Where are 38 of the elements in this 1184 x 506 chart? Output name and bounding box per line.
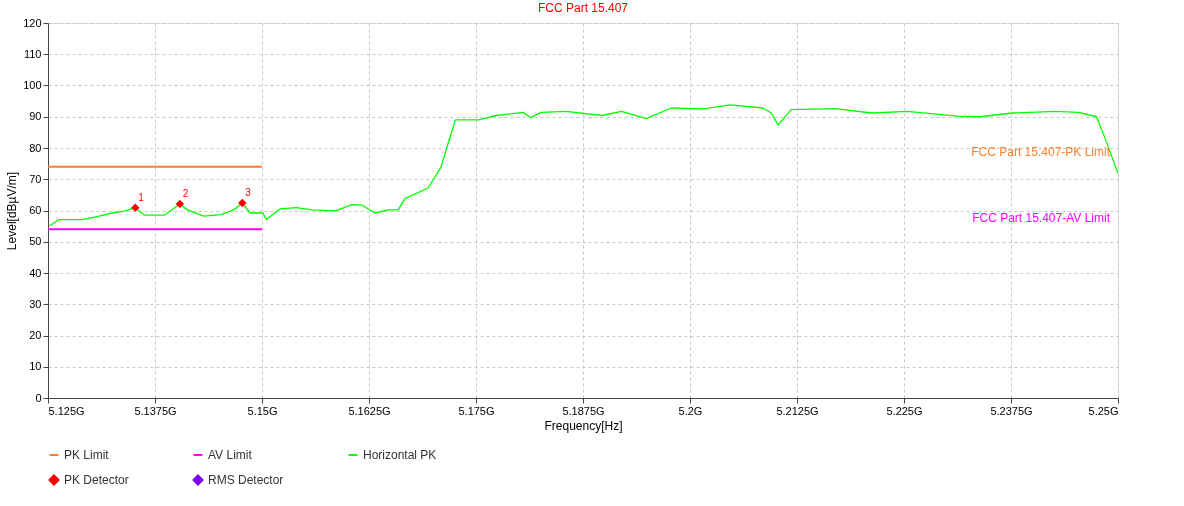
y-tick-label: 50: [29, 235, 42, 248]
y-tick-label: 70: [29, 172, 42, 185]
x-tick-label: 5.125G: [48, 404, 85, 417]
chart-title: FCC Part 15.407: [537, 1, 629, 15]
x-tick-label: 5.25G: [1088, 404, 1119, 417]
annotation: FCC Part 15.407-PK Limit: [971, 145, 1111, 160]
x-tick-label: 5.2125G: [776, 404, 819, 417]
legend-label: Horizontal PK: [363, 448, 437, 462]
legend-label: AV Limit: [208, 448, 253, 462]
x-tick-label: 5.15G: [247, 404, 278, 417]
x-tick-label: 5.225G: [886, 404, 923, 417]
x-axis-title: Frequency[Hz]: [544, 418, 623, 433]
y-tick-label: 120: [23, 16, 42, 29]
y-tick-label: 60: [29, 204, 42, 216]
legend-label: PK Limit: [64, 448, 110, 462]
x-tick-label: 5.1625G: [348, 404, 391, 417]
annotation: 2: [182, 187, 189, 199]
legend-label: RMS Detector: [208, 473, 284, 487]
y-tick-label: 20: [29, 329, 42, 341]
y-tick-label: 30: [29, 297, 42, 310]
x-tick-label: 5.2G: [678, 404, 703, 417]
y-tick-label: 90: [29, 110, 42, 123]
x-tick-label: 5.175G: [458, 404, 495, 417]
y-tick-label: 40: [29, 266, 42, 279]
x-tick-label: 5.2375G: [990, 404, 1033, 417]
y-axis-title: Level[dBµV/m]: [5, 171, 20, 251]
annotation: 1: [138, 191, 145, 203]
line-series: [49, 104, 1118, 227]
annotation: FCC Part 15.407-AV Limit: [972, 211, 1111, 225]
annotation: 3: [245, 187, 252, 198]
y-tick-label: 100: [23, 79, 42, 91]
x-tick-label: 5.1375G: [134, 404, 177, 417]
y-tick-label: 10: [29, 360, 42, 373]
y-tick-label: 0: [35, 391, 42, 404]
x-tick-label: 5.1875G: [562, 404, 605, 417]
y-tick-label: 110: [23, 47, 42, 60]
y-tick-label: 80: [29, 141, 42, 154]
legend-label: PK Detector: [64, 473, 129, 487]
